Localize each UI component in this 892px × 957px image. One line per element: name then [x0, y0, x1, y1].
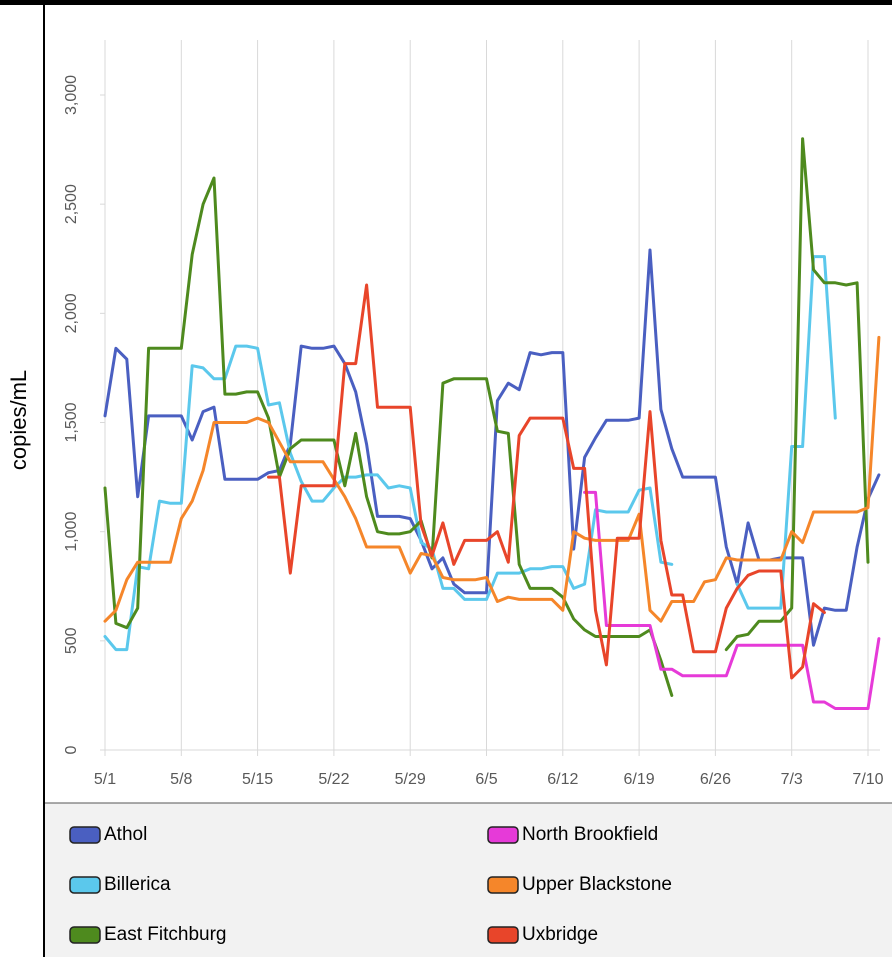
series-line: [103, 248, 881, 647]
x-tick-label: 6/26: [700, 771, 731, 788]
legend-label: Uxbridge: [522, 924, 598, 945]
legend-swatch: [69, 926, 101, 944]
x-tick-label: 5/8: [170, 771, 192, 788]
x-tick-label: 5/15: [242, 771, 273, 788]
y-tick-label: 3,000: [63, 75, 80, 115]
y-tick-label: 500: [63, 627, 80, 654]
x-tick-label: 6/5: [475, 771, 497, 788]
legend-label: East Fitchburg: [104, 924, 227, 945]
legend-label: North Brookfield: [522, 824, 658, 845]
legend-label: Billerica: [104, 874, 171, 895]
legend-swatch: [69, 876, 101, 894]
series-line: [103, 335, 881, 623]
y-tick-label: 1,500: [63, 402, 80, 442]
legend-area: [44, 803, 892, 957]
x-tick-label: 5/1: [94, 771, 116, 788]
legend-label: Athol: [104, 824, 147, 845]
series-line: [583, 490, 881, 710]
x-tick-label: 7/10: [852, 771, 883, 788]
x-tick-label: 7/3: [781, 771, 803, 788]
legend-label: Upper Blackstone: [522, 874, 672, 895]
y-tick-label: 1,000: [63, 512, 80, 552]
y-tick-label: 2,000: [63, 293, 80, 333]
series-line: [103, 255, 837, 652]
y-tick-label: 2,500: [63, 184, 80, 224]
legend-swatch: [487, 926, 519, 944]
series-line: [103, 137, 870, 697]
series-line: [267, 283, 826, 680]
y-axis-title: copies/mL: [6, 370, 31, 470]
legend-swatch: [69, 826, 101, 844]
top-bar: [0, 0, 892, 5]
x-tick-label: 6/12: [547, 771, 578, 788]
legend-swatch: [487, 876, 519, 894]
x-tick-label: 6/19: [624, 771, 655, 788]
x-tick-label: 5/22: [318, 771, 349, 788]
y-tick-label: 0: [63, 745, 80, 754]
legend-swatch: [487, 826, 519, 844]
x-tick-label: 5/29: [395, 771, 426, 788]
